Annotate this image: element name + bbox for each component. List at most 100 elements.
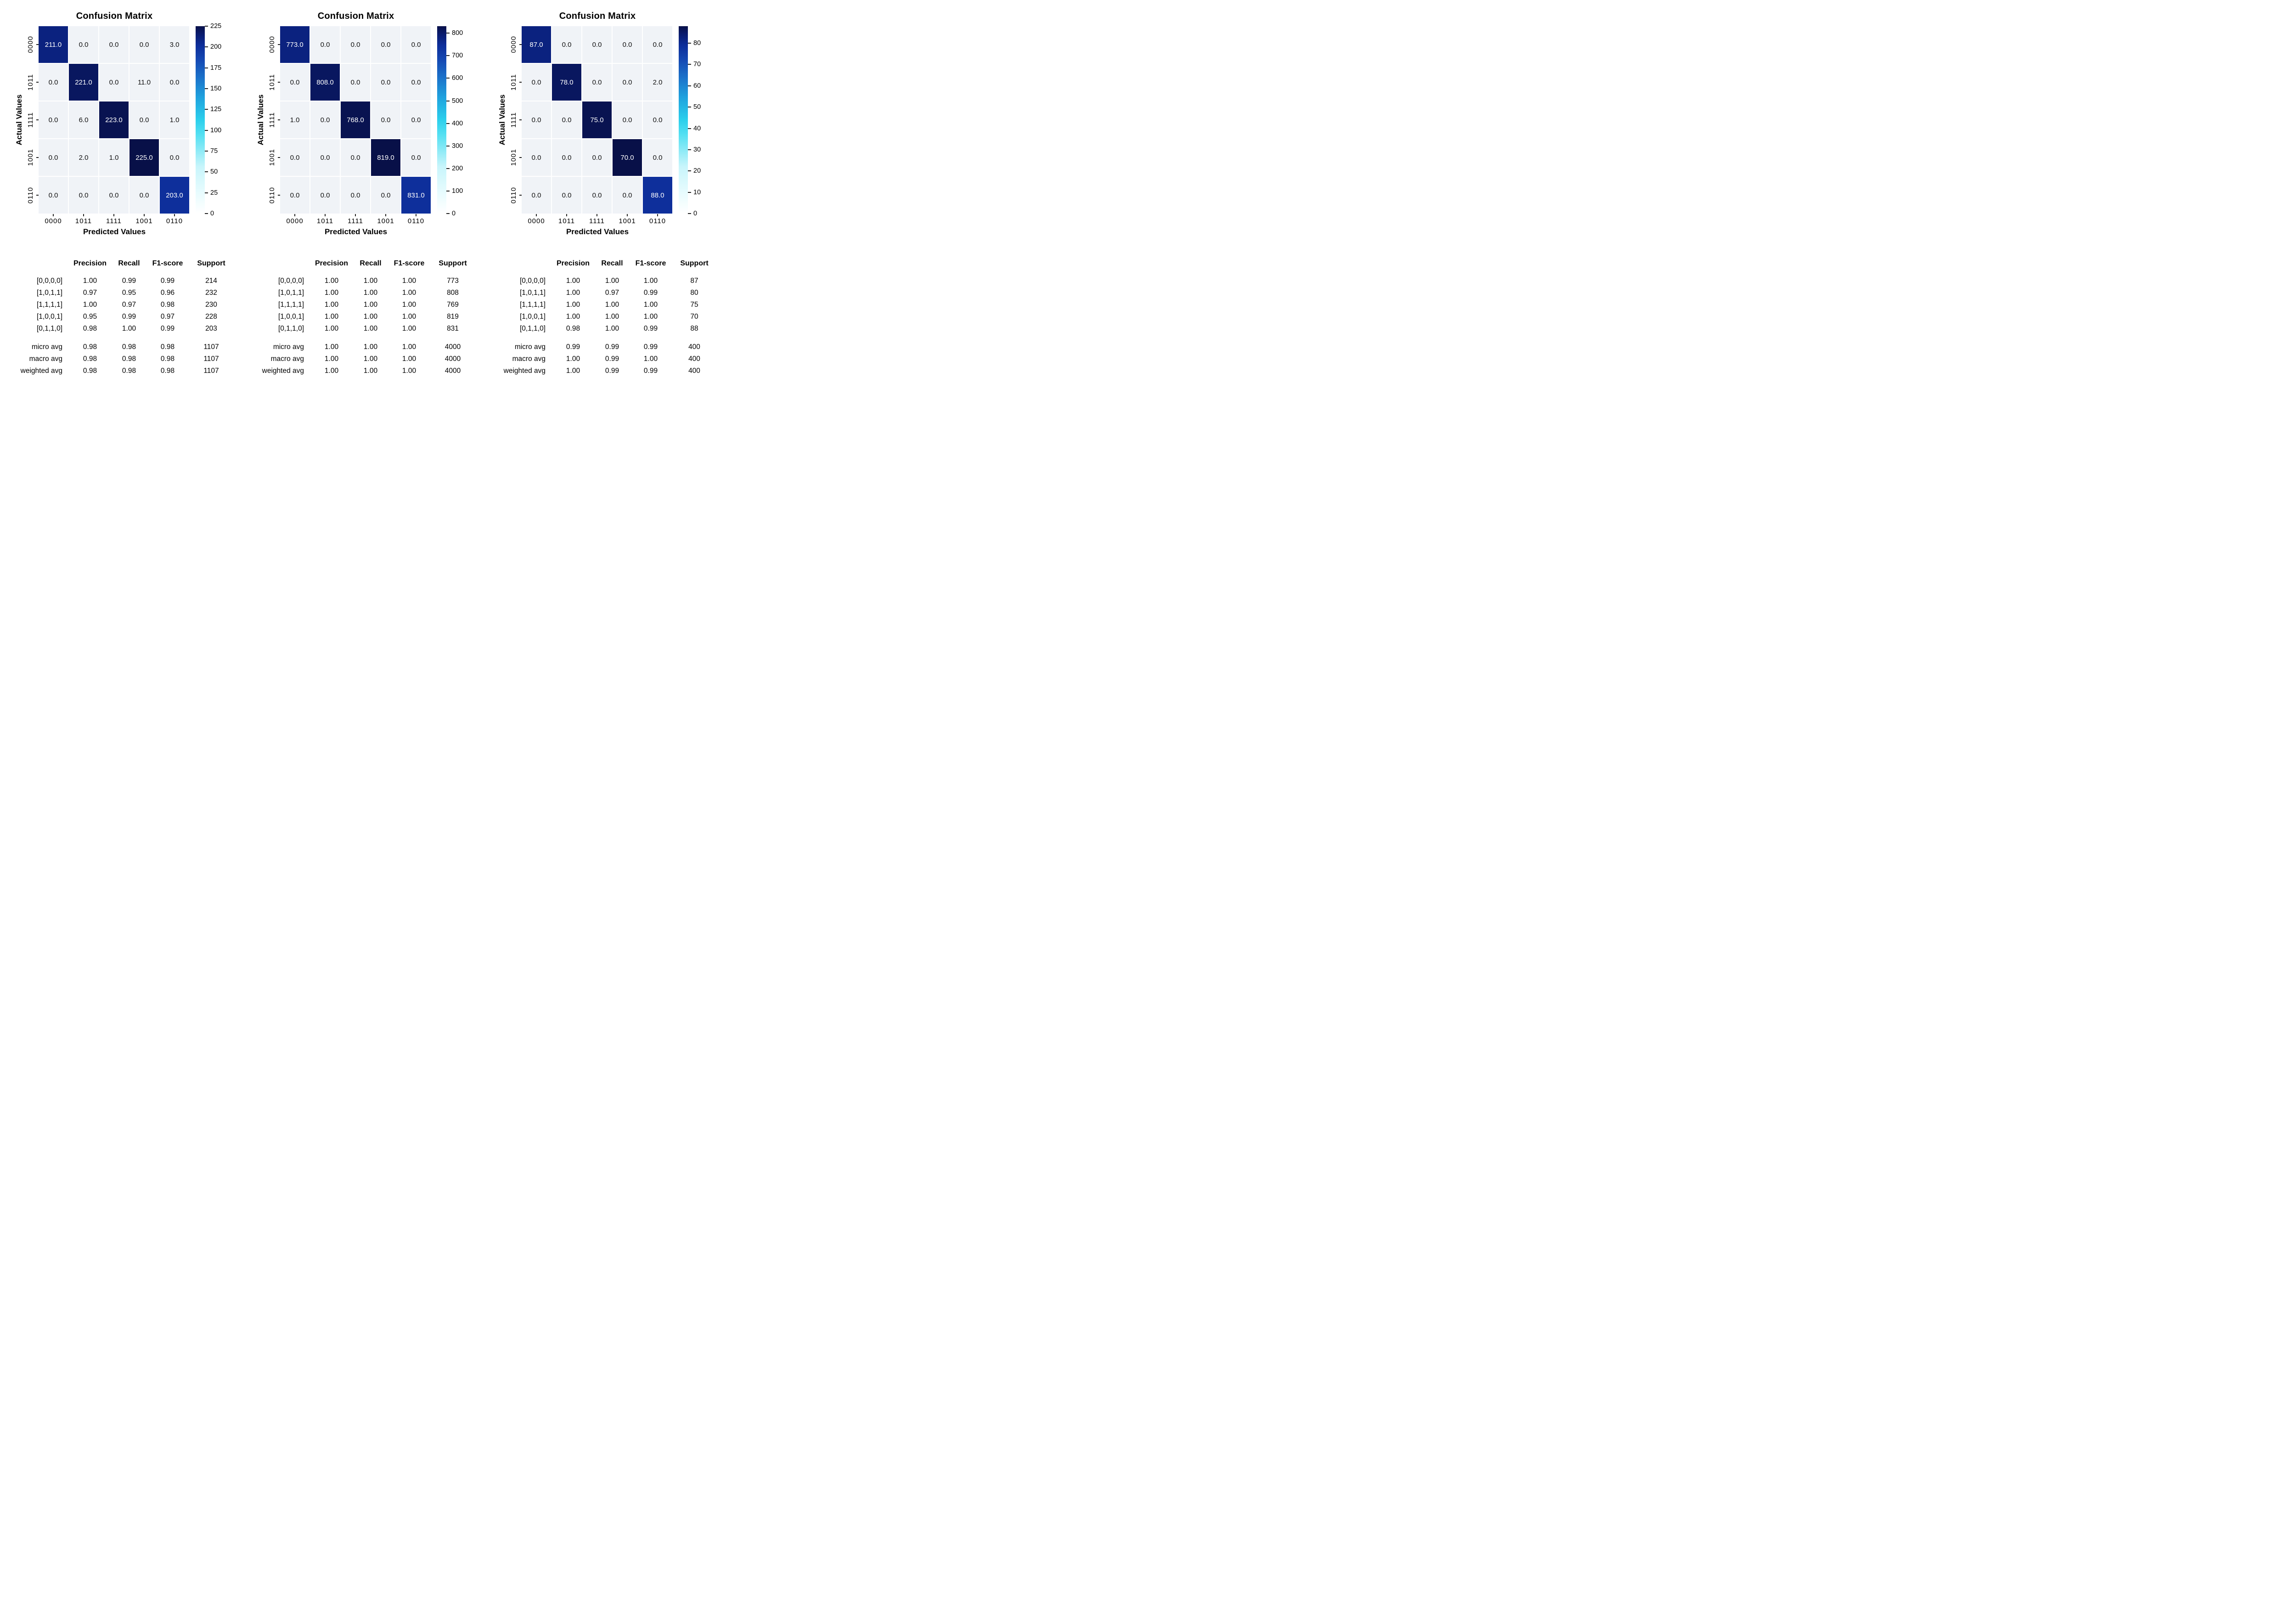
plot-title: Confusion Matrix [559,11,636,21]
report-avg-row-label: weighted avg [503,367,546,375]
y-tick-label: 1001 [510,149,518,166]
y-tick-mark [278,195,280,196]
plot-area: Actual Values 0000 1011 1111 1001 0110 773.0… [255,26,483,237]
heatmap-cell: 0.0 [371,26,400,63]
x-tick-label: 1111 [347,217,364,225]
report-header-cell: Support [439,259,467,267]
heatmap-cell: 1.0 [280,101,310,138]
report-value: 0.99 [122,277,136,285]
report-avg-value: 0.98 [122,355,136,363]
heatmap-cell: 0.0 [39,101,68,138]
x-tick-label: 0000 [528,217,545,225]
heatmap-cell: 0.0 [310,177,340,214]
report-header-cell: Precision [556,259,590,267]
colorbar-tick-label: 100 [210,126,222,134]
y-axis-label: Actual Values [256,94,265,146]
heatmap-cell: 0.0 [310,26,340,63]
colorbar-tick-mark [205,213,208,214]
report-avg-value: 1.00 [566,367,580,375]
heatmap-cell: 0.0 [280,64,310,101]
colorbar-tick: 200 [446,165,463,172]
report-value: 0.99 [643,325,658,332]
colorbar-tick-mark [205,109,208,110]
x-tick: 1111 [99,214,129,225]
report-value: 1.00 [643,301,658,309]
colorbar-tick: 20 [688,167,701,175]
y-tick: 1011 [266,64,280,101]
y-tick-label: 0110 [510,186,518,204]
x-tick-label: 0000 [286,217,304,225]
heatmap-cell: 225.0 [129,139,159,176]
y-tick-label: 1111 [268,112,276,128]
colorbar-tick-label: 20 [693,167,701,175]
y-tick: 0110 [25,177,39,214]
colorbar-tick-mark [446,55,450,56]
colorbar-tick: 800 [446,29,463,37]
y-tick-labels: 0000 1011 1111 1001 0110 [508,26,522,214]
x-tick-labels: 0000 1011 1111 1001 0110 [39,214,190,225]
heatmap-cell: 0.0 [522,139,551,176]
heatmap-cell: 0.0 [401,64,431,101]
report-avg-value: 1.00 [324,355,339,363]
report-row-label: [1,1,1,1] [519,301,546,309]
heatmap-cell: 0.0 [401,26,431,63]
colorbar-tick-label: 150 [210,85,222,93]
heatmap-cell: 0.0 [371,177,400,214]
colorbar-tick-mark [205,192,208,193]
heatmap-cell: 0.0 [341,26,370,63]
colorbar [679,26,688,214]
colorbar-tick-label: 800 [452,29,463,37]
report-value: 1.00 [83,277,97,285]
report-header-cell: Precision [315,259,349,267]
heatmap-cell: 0.0 [613,101,642,138]
heatmap-cell: 0.0 [39,139,68,176]
report-avg-value: 1.00 [324,343,339,351]
report-avg-value: 1107 [203,343,219,351]
report-value: 0.99 [160,325,175,332]
y-tick: 1111 [25,101,39,138]
report-value: 1.00 [566,277,580,285]
colorbar-tick-label: 70 [693,61,701,68]
heatmap-cell: 0.0 [341,177,370,214]
report-value: 1.00 [324,313,339,321]
y-tick-mark [36,82,39,83]
heatmap-cell: 203.0 [160,177,189,214]
heatmap-cell: 0.0 [99,26,129,63]
report-avg-value: 1.00 [402,343,416,351]
classification-report-table: Precision Recall F1-score Support [0,0,0,0] 1… [497,258,725,377]
report-value: 80 [690,289,698,297]
report-row-label: [0,0,0,0] [519,277,546,285]
report-avg-value: 0.99 [605,355,619,363]
confusion-matrix-panel: Confusion Matrix Actual Values 0000 1011 1… [483,0,725,382]
colorbar-tick: 30 [688,146,701,153]
heatmap-cell: 0.0 [39,177,68,214]
report-value: 1.00 [402,277,416,285]
plot-area: Actual Values 0000 1011 1111 1001 0110 87.0 0… [497,26,725,237]
colorbar-tick-label: 40 [693,124,701,132]
y-tick-label: 0000 [268,36,276,53]
report-header-gap [497,270,717,275]
colorbar-tick-mark [446,168,450,169]
colorbar-tick: 225 [205,23,221,30]
report-value: 228 [205,313,217,321]
colorbar-tick-label: 100 [452,187,463,195]
y-tick-labels: 0000 1011 1111 1001 0110 [25,26,39,214]
heatmap-cell: 1.0 [99,139,129,176]
colorbar-tick-label: 125 [210,106,222,113]
colorbar-tick-mark [205,88,208,90]
report-value: 232 [205,289,217,297]
report-value: 1.00 [643,277,658,285]
y-tick-label: 0000 [27,36,34,53]
heatmap-colorbar-gap [432,26,437,214]
report-header-cell: Support [197,259,225,267]
report-value: 0.98 [566,325,580,332]
heatmap-cell: 0.0 [160,139,189,176]
colorbar-tick: 125 [205,106,221,113]
x-tick-label: 1111 [106,217,122,225]
report-avg-value: 400 [688,355,700,363]
heatmap-cell: 0.0 [69,177,98,214]
heatmap-cell: 773.0 [280,26,310,63]
colorbar-tick-label: 700 [452,52,463,60]
heatmap-colorbar-gap [190,26,196,214]
x-axis-label: Predicted Values [324,227,388,236]
